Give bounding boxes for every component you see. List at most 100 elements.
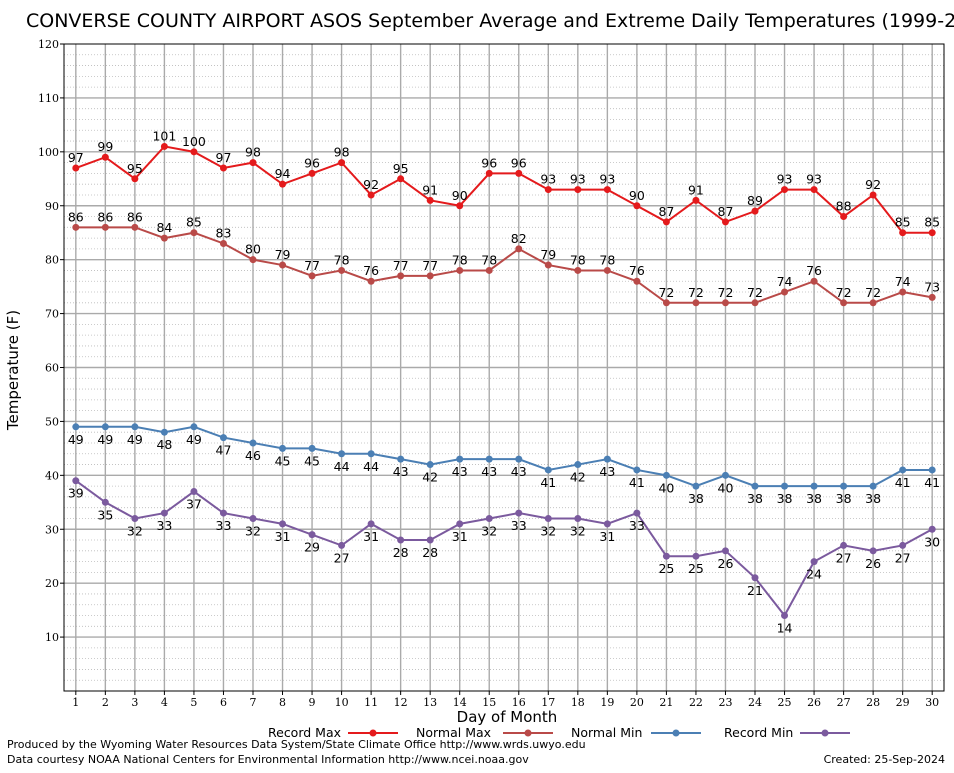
data-label: 29 — [304, 540, 320, 555]
data-label: 77 — [422, 258, 438, 273]
data-label: 72 — [688, 285, 704, 300]
data-label: 72 — [747, 285, 763, 300]
data-label: 96 — [511, 155, 527, 170]
data-point — [72, 164, 80, 172]
data-point — [279, 261, 287, 269]
data-point — [544, 466, 552, 474]
data-point — [751, 207, 759, 215]
data-point — [692, 552, 700, 560]
data-point — [397, 272, 405, 280]
data-label: 49 — [97, 432, 113, 447]
x-tick-label: 25 — [778, 696, 792, 709]
data-point — [367, 450, 375, 458]
series-line — [75, 145, 933, 234]
data-label: 32 — [570, 523, 586, 538]
data-label: 93 — [599, 172, 615, 187]
data-point — [928, 229, 936, 237]
data-point — [662, 299, 670, 307]
data-label: 86 — [68, 209, 84, 224]
data-point — [249, 514, 257, 522]
data-label: 93 — [777, 172, 793, 187]
data-label: 28 — [393, 545, 409, 560]
data-point — [72, 223, 80, 231]
data-label: 38 — [777, 491, 793, 506]
data-point — [603, 186, 611, 194]
data-label: 95 — [393, 161, 409, 176]
y-tick-label: 120 — [38, 38, 59, 51]
data-label: 30 — [924, 534, 940, 549]
data-point — [603, 266, 611, 274]
data-point — [338, 159, 346, 167]
data-point — [219, 239, 227, 247]
data-point — [101, 153, 109, 161]
data-point — [603, 520, 611, 528]
series-line — [75, 226, 933, 304]
data-label: 33 — [629, 518, 645, 533]
data-label: 24 — [806, 567, 822, 582]
x-tick-label: 1 — [72, 696, 79, 709]
data-label: 100 — [182, 134, 206, 149]
data-point — [899, 466, 907, 474]
data-point — [544, 186, 552, 194]
data-point — [869, 299, 877, 307]
data-point — [101, 423, 109, 431]
data-label: 96 — [481, 155, 497, 170]
data-point — [633, 466, 641, 474]
data-point — [426, 536, 434, 544]
data-label: 72 — [658, 285, 674, 300]
data-label: 87 — [658, 204, 674, 219]
data-label: 97 — [68, 150, 84, 165]
y-tick-label: 10 — [45, 631, 59, 644]
x-tick-label: 27 — [837, 696, 851, 709]
data-label: 93 — [540, 172, 556, 187]
data-point — [219, 164, 227, 172]
data-label: 92 — [865, 177, 881, 192]
grid — [64, 44, 944, 691]
data-point — [928, 293, 936, 301]
series-line — [75, 479, 933, 618]
data-point — [485, 514, 493, 522]
data-label: 44 — [334, 459, 350, 474]
footer-produced-by: Produced by the Wyoming Water Resources … — [7, 738, 586, 751]
x-tick-label: 23 — [718, 696, 732, 709]
data-point — [662, 218, 670, 226]
data-point — [840, 213, 848, 221]
data-label: 74 — [895, 274, 911, 289]
data-point — [544, 261, 552, 269]
data-label: 38 — [806, 491, 822, 506]
x-tick-label: 24 — [748, 696, 762, 709]
data-point — [515, 455, 523, 463]
data-label: 35 — [97, 507, 113, 522]
data-point — [692, 482, 700, 490]
data-point — [397, 536, 405, 544]
data-label: 83 — [216, 225, 232, 240]
footer-created-date: Created: 25-Sep-2024 — [824, 753, 945, 766]
x-tick-label: 13 — [423, 696, 437, 709]
data-point — [279, 520, 287, 528]
data-point — [308, 444, 316, 452]
x-tick-label: 30 — [925, 696, 939, 709]
data-point — [338, 450, 346, 458]
data-label: 33 — [216, 518, 232, 533]
data-point — [308, 169, 316, 177]
data-label: 90 — [452, 188, 468, 203]
data-label: 78 — [599, 252, 615, 267]
y-tick-label: 70 — [45, 308, 59, 321]
data-label: 85 — [895, 215, 911, 230]
data-point — [751, 574, 759, 582]
data-label: 49 — [68, 432, 84, 447]
x-tick-label: 21 — [659, 696, 673, 709]
data-point — [692, 196, 700, 204]
data-label: 41 — [629, 475, 645, 490]
data-label: 27 — [836, 550, 852, 565]
data-label: 38 — [865, 491, 881, 506]
data-point — [338, 266, 346, 274]
data-label: 41 — [924, 475, 940, 490]
data-label: 25 — [658, 561, 674, 576]
data-point — [574, 461, 582, 469]
data-label: 43 — [452, 464, 468, 479]
data-label: 82 — [511, 231, 527, 246]
legend-marker — [672, 729, 680, 737]
data-label: 76 — [806, 263, 822, 278]
